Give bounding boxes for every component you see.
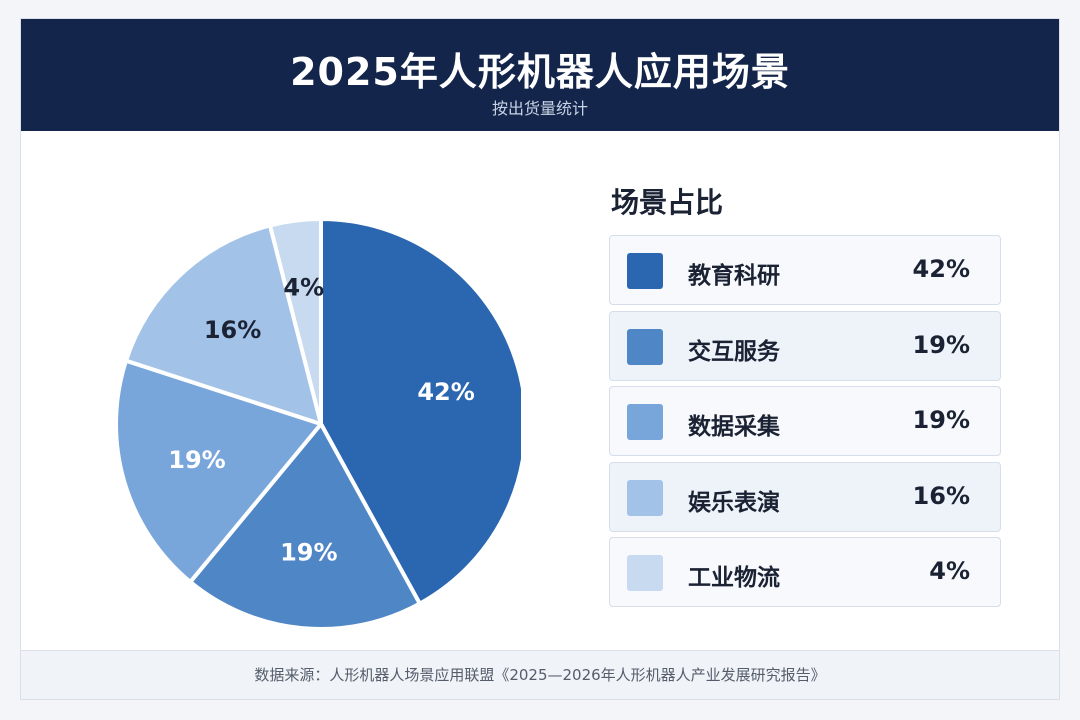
legend-label: 娱乐表演: [688, 489, 780, 516]
legend-swatch: [627, 479, 663, 516]
legend-value: 4%: [929, 557, 970, 585]
pie-slice-label-3: 19%: [168, 446, 225, 474]
legend-label: 教育科研: [688, 263, 780, 289]
legend-item: 工业物流 4%: [609, 537, 1001, 607]
pie-slice-4: [124, 223, 323, 426]
legend-value: 19%: [912, 330, 970, 359]
legend-swatch: [627, 404, 663, 440]
legend-item: 数据采集 19%: [609, 386, 1001, 456]
header: 2025年人形机器人应用场景 按出货量统计: [21, 19, 1059, 131]
page-subtitle: 按出货量统计: [491, 99, 588, 118]
source-footer: 数据来源：人形机器人场景应用联盟《2025—2026年人形机器人产业发展研究报告…: [21, 650, 1059, 699]
legend-title: 场景占比: [611, 186, 724, 219]
legend-item: 娱乐表演 16%: [609, 461, 1001, 532]
pie-slice-5: [268, 217, 323, 426]
pie-slice-label-4: 16%: [204, 316, 261, 344]
legend-label: 工业物流: [688, 565, 780, 591]
page-title: 2025年人形机器人应用场景: [290, 50, 790, 94]
legend-value: 42%: [912, 255, 970, 283]
legend-list: 教育科研 42% 交互服务 19% 数据采集 19% 娱乐表演 16% 工业物流 4%: [609, 235, 1001, 613]
legend-value: 19%: [912, 406, 970, 434]
pie-slice-3: [114, 358, 323, 584]
legend-swatch: [627, 555, 663, 591]
pie-slice-1: [319, 217, 521, 606]
legend-label: 数据采集: [688, 414, 780, 440]
pie-chart: 42% 19% 19% 16% 4%: [114, 217, 521, 629]
pie-slice-label-5: 4%: [283, 274, 324, 302]
legend-label: 交互服务: [688, 338, 780, 365]
legend-value: 16%: [912, 481, 970, 510]
pie-slice-label-1: 42%: [417, 378, 474, 406]
legend-swatch: [627, 328, 663, 365]
legend-item: 交互服务 19%: [609, 310, 1001, 381]
pie-slice-2: [188, 422, 422, 629]
legend-swatch: [627, 253, 663, 289]
legend-item: 教育科研 42%: [609, 235, 1001, 305]
chart-card: 2025年人形机器人应用场景 按出货量统计 42% 19% 19% 16% 4% 场景占…: [20, 18, 1060, 700]
pie-slice-label-2: 19%: [280, 539, 337, 567]
